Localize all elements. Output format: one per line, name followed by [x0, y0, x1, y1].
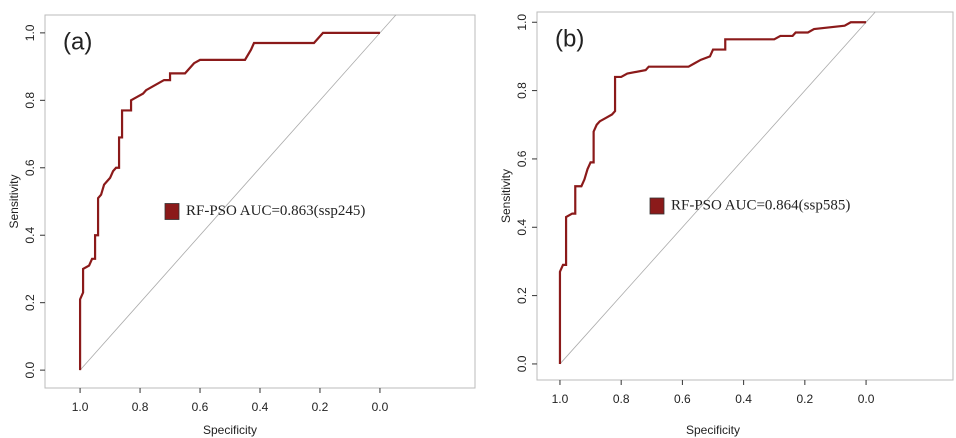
x-tick-label: 0.4 — [735, 392, 752, 406]
y-tick-label: 0.8 — [23, 92, 37, 109]
x-tick-label: 0.8 — [132, 400, 149, 414]
reference-line — [79, 14, 397, 371]
y-tick-label: 0.2 — [23, 294, 37, 311]
x-tick-label: 0.2 — [797, 392, 814, 406]
panel-title: (b) — [555, 25, 584, 52]
x-tick-label: 0.4 — [252, 400, 269, 414]
x-tick-label: 1.0 — [72, 400, 89, 414]
x-axis-label: Specificity — [203, 423, 257, 437]
plot-box — [536, 11, 954, 381]
y-tick-label: 0.0 — [23, 361, 37, 378]
panel-title: (a) — [63, 28, 92, 55]
x-tick-label: 0.8 — [613, 392, 630, 406]
y-tick-label: 1.0 — [515, 14, 529, 31]
y-tick-label: 0.2 — [515, 287, 529, 304]
y-tick-label: 0.6 — [515, 150, 529, 167]
reference-line — [559, 11, 876, 365]
plot-box — [44, 14, 476, 389]
x-tick-label: 1.0 — [552, 392, 569, 406]
legend-text: RF-PSO AUC=0.863(ssp245) — [186, 203, 365, 219]
x-axis-label: Specificity — [686, 423, 740, 437]
roc-curve — [78, 31, 380, 371]
x-tick-label: 0.6 — [674, 392, 691, 406]
y-tick-label: 0.6 — [23, 159, 37, 176]
y-tick-label: 0.0 — [515, 355, 529, 372]
x-tick-label: 0.2 — [312, 400, 329, 414]
legend-swatch — [649, 197, 665, 215]
y-axis-label: Sensitivity — [7, 174, 21, 228]
y-tick-label: 0.4 — [23, 227, 37, 244]
y-tick-label: 0.8 — [515, 82, 529, 99]
x-tick-label: 0.0 — [858, 392, 875, 406]
x-tick-label: 0.0 — [372, 400, 389, 414]
y-tick-label: 1.0 — [23, 24, 37, 41]
legend-swatch — [164, 203, 180, 220]
roc-curve — [558, 21, 867, 364]
y-axis-label: Sensitivity — [499, 169, 513, 223]
y-tick-label: 0.4 — [515, 219, 529, 236]
x-tick-label: 0.6 — [192, 400, 209, 414]
legend-text: RF-PSO AUC=0.864(ssp585) — [671, 197, 850, 213]
